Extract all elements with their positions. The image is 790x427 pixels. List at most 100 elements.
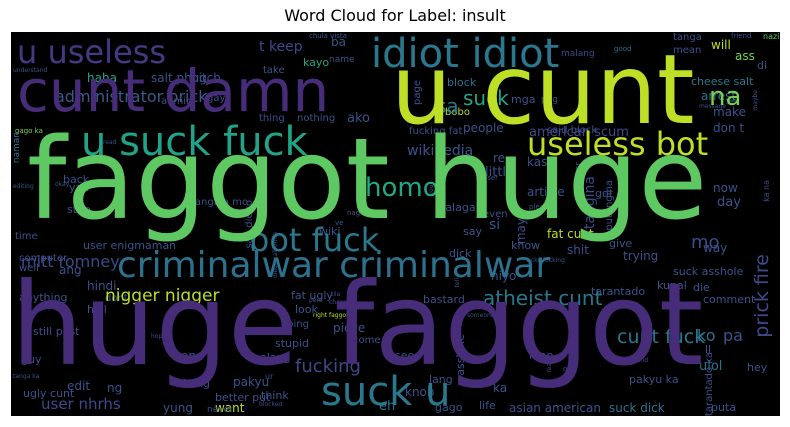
- cloud-word: gay: [207, 93, 226, 104]
- cloud-word: people: [463, 121, 504, 135]
- cloud-word: editing: [13, 183, 34, 190]
- cloud-word: pag: [541, 95, 558, 105]
- cloud-word: change: [329, 299, 352, 306]
- cloud-word: bastard: [423, 293, 465, 306]
- cloud-word: never: [207, 405, 233, 415]
- cloud-word: article: [527, 185, 565, 199]
- cloud-word: asian american: [509, 401, 601, 415]
- cloud-word: pero: [309, 297, 323, 304]
- cloud-word: tila: [331, 291, 341, 298]
- cloud-word: bitch: [191, 71, 221, 85]
- cloud-word: kung: [183, 377, 210, 390]
- cloud-word: homo: [365, 173, 439, 203]
- cloud-word: pakyu ka: [629, 373, 679, 386]
- cloud-word: mitt romney: [21, 252, 120, 271]
- cloud-word: man: [529, 349, 554, 362]
- cloud-word: yan: [69, 181, 90, 194]
- cloud-word: name: [329, 55, 355, 65]
- cloud-word: talaga: [441, 201, 476, 214]
- cloud-word: comment: [703, 293, 756, 306]
- cloud-word: ka: [493, 381, 508, 395]
- cloud-word: going: [281, 319, 309, 330]
- cloud-word: admin: [161, 96, 193, 107]
- cloud-word: fat cunt: [547, 227, 594, 241]
- cloud-word: walang: [251, 351, 291, 364]
- cloud-word: understand: [13, 67, 48, 74]
- cloud-word: thing: [259, 113, 285, 124]
- cloud-word: u useless: [17, 33, 167, 71]
- cloud-word: haha: [87, 71, 117, 85]
- cloud-word: friend: [731, 32, 752, 40]
- cloud-word: kupal: [657, 279, 687, 292]
- cloud-word: trying: [623, 249, 659, 263]
- cloud-word: edit: [67, 379, 91, 393]
- cloud-word: loser: [481, 174, 499, 182]
- cloud-word: will: [711, 38, 731, 52]
- cloud-word: nazi: [763, 32, 780, 41]
- cloud-word: now: [713, 181, 738, 195]
- cloud-word: wiki: [319, 225, 341, 238]
- cloud-word: bobo: [445, 107, 470, 118]
- cloud-word: re: [493, 151, 506, 165]
- cloud-word: tangina mo: [191, 197, 249, 208]
- cloud-word: well: [19, 263, 39, 274]
- cloud-word: stop: [67, 203, 91, 216]
- cloud-word: tanga: [757, 40, 758, 43]
- cloud-word: okay: [55, 181, 70, 188]
- cloud-word: tanga ka: [13, 373, 40, 380]
- cloud-word: atheist cunt: [483, 286, 603, 310]
- cloud-word: user nhrhs: [41, 395, 121, 413]
- cloud-word: naman: [12, 132, 22, 164]
- cloud-word: t keep: [259, 39, 303, 55]
- cloud-word: cunt fuck: [617, 326, 706, 348]
- cloud-word: right faggot: [313, 312, 349, 319]
- cloud-word: ako: [347, 111, 370, 126]
- cloud-word: knob: [405, 385, 435, 399]
- cloud-word: nigger nigger: [105, 286, 220, 306]
- cloud-word: nag: [347, 209, 361, 217]
- cloud-word: message: [699, 103, 726, 110]
- cloud-word: faggot huge: [27, 115, 708, 245]
- cloud-word: mga: [511, 93, 536, 106]
- cloud-word: fucking fat: [409, 126, 463, 137]
- cloud-word: computer: [19, 253, 68, 264]
- cloud-word: pakyu: [233, 375, 270, 389]
- cloud-word: still post: [33, 325, 80, 338]
- cloud-word: ulol: [699, 359, 723, 374]
- cloud-word: die: [693, 281, 710, 294]
- cloud-word: kasi: [527, 155, 551, 169]
- cloud-word: suck dick: [609, 401, 665, 415]
- cloud-word: ng: [107, 381, 123, 395]
- cloud-word: oh: [563, 365, 572, 373]
- cloud-word: anything: [19, 291, 68, 304]
- cloud-word: cheese salt: [691, 75, 754, 88]
- cloud-word: think: [261, 389, 289, 402]
- cloud-word: dick: [449, 247, 472, 260]
- cloud-word: someone: [467, 312, 495, 319]
- cloud-word: yung: [163, 401, 193, 415]
- cloud-word: ang: [59, 263, 82, 277]
- cloud-word: piece: [333, 321, 366, 335]
- cloud-word: suck: [463, 86, 509, 110]
- cloud-word: read: [103, 139, 117, 146]
- cloud-word: day: [717, 195, 741, 210]
- cloud-word: blocked: [259, 401, 283, 408]
- cloud-word: arrest: [701, 89, 737, 103]
- cloud-word: pa: [723, 326, 743, 345]
- cloud-word: gago ka: [15, 127, 43, 135]
- cloud-word: fat ugly: [291, 289, 333, 302]
- cloud-word: sicko fucking: [526, 257, 565, 264]
- cloud-word: ll: [705, 343, 712, 356]
- cloud-word: maybe: [752, 90, 759, 111]
- cloud-word: di: [757, 59, 768, 72]
- cloud-word: ur: [265, 372, 274, 381]
- cloud-word: see: [395, 349, 415, 362]
- cloud-word: u suck fuck: [81, 119, 308, 165]
- cloud-word: said block: [547, 125, 598, 136]
- cloud-word: bot fuck: [249, 221, 380, 259]
- cloud-word: hell: [87, 303, 107, 316]
- cloud-word: look: [295, 303, 318, 316]
- cloud-word: know: [511, 239, 541, 252]
- cloud-word: please: [529, 203, 552, 211]
- cloud-word: tarantado: [591, 285, 646, 298]
